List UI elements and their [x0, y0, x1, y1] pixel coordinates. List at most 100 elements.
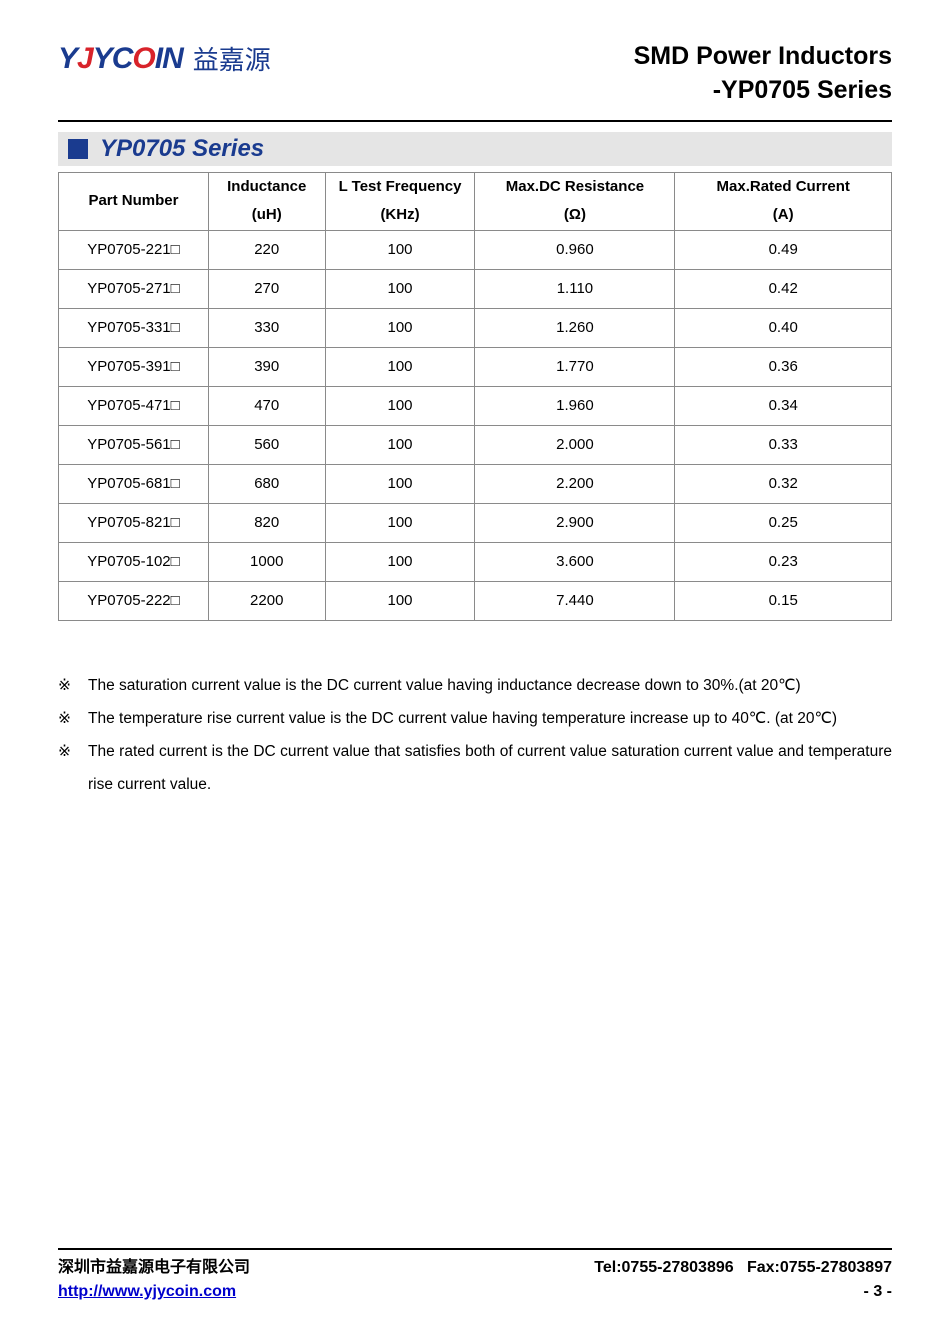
page-header: YJYCOIN 益嘉源 SMD Power Inductors -YP0705 … — [58, 40, 892, 122]
cell-current: 0.36 — [675, 347, 892, 386]
cell-dcr: 2.200 — [475, 464, 675, 503]
note-item: ※The temperature rise current value is t… — [58, 702, 892, 735]
cell-part: YP0705-222□ — [59, 581, 209, 620]
logo: YJYCOIN 益嘉源 — [58, 40, 271, 77]
table-head: Part NumberInductance(uH)L Test Frequenc… — [59, 172, 892, 230]
cell-freq: 100 — [325, 230, 475, 269]
section-title: YP0705 Series — [100, 135, 264, 163]
cell-inductance: 1000 — [208, 542, 325, 581]
table-row: YP0705-222□22001007.4400.15 — [59, 581, 892, 620]
cell-part: YP0705-391□ — [59, 347, 209, 386]
title-line-1: SMD Power Inductors — [634, 40, 892, 74]
logo-letter: N — [162, 42, 183, 76]
cell-part: YP0705-221□ — [59, 230, 209, 269]
col-header-current: Max.Rated Current(A) — [675, 172, 892, 230]
cell-inductance: 220 — [208, 230, 325, 269]
cell-inductance: 270 — [208, 269, 325, 308]
note-marker: ※ — [58, 702, 88, 735]
cell-current: 0.34 — [675, 386, 892, 425]
col-header-freq: L Test Frequency(KHz) — [325, 172, 475, 230]
table-row: YP0705-681□6801002.2000.32 — [59, 464, 892, 503]
cell-part: YP0705-471□ — [59, 386, 209, 425]
cell-freq: 100 — [325, 347, 475, 386]
cell-dcr: 1.260 — [475, 308, 675, 347]
logo-letter: O — [132, 42, 154, 76]
cell-current: 0.49 — [675, 230, 892, 269]
footer-company: 深圳市益嘉源电子有限公司 — [58, 1256, 250, 1280]
footer-page-number: - 3 - — [864, 1280, 892, 1304]
table-row: YP0705-391□3901001.7700.36 — [59, 347, 892, 386]
cell-inductance: 390 — [208, 347, 325, 386]
cell-inductance: 680 — [208, 464, 325, 503]
footer-tel: Tel:0755-27803896 — [594, 1259, 733, 1276]
page-footer: 深圳市益嘉源电子有限公司 Tel:0755-27803896 Fax:0755-… — [58, 1248, 892, 1304]
footer-url-link[interactable]: http://www.yjycoin.com — [58, 1280, 236, 1304]
logo-letter: Y — [58, 42, 77, 76]
footer-fax: Fax:0755-27803897 — [747, 1259, 892, 1276]
col-header-inductance: Inductance(uH) — [208, 172, 325, 230]
logo-letter: I — [155, 42, 162, 76]
cell-dcr: 1.110 — [475, 269, 675, 308]
table-row: YP0705-821□8201002.9000.25 — [59, 503, 892, 542]
cell-dcr: 1.960 — [475, 386, 675, 425]
cell-current: 0.32 — [675, 464, 892, 503]
logo-cn-text: 益嘉源 — [193, 40, 271, 77]
table-row: YP0705-102□10001003.6000.23 — [59, 542, 892, 581]
cell-current: 0.25 — [675, 503, 892, 542]
cell-part: YP0705-821□ — [59, 503, 209, 542]
cell-current: 0.40 — [675, 308, 892, 347]
cell-part: YP0705-681□ — [59, 464, 209, 503]
cell-part: YP0705-102□ — [59, 542, 209, 581]
cell-part: YP0705-271□ — [59, 269, 209, 308]
table-row: YP0705-561□5601002.0000.33 — [59, 425, 892, 464]
cell-freq: 100 — [325, 464, 475, 503]
cell-freq: 100 — [325, 386, 475, 425]
cell-current: 0.15 — [675, 581, 892, 620]
section-header: YP0705 Series — [58, 132, 892, 166]
note-text: The temperature rise current value is th… — [88, 702, 892, 735]
note-text: The saturation current value is the DC c… — [88, 669, 892, 702]
cell-dcr: 2.000 — [475, 425, 675, 464]
cell-current: 0.42 — [675, 269, 892, 308]
cell-freq: 100 — [325, 542, 475, 581]
cell-inductance: 330 — [208, 308, 325, 347]
cell-inductance: 820 — [208, 503, 325, 542]
section-marker-icon — [68, 139, 88, 159]
cell-current: 0.33 — [675, 425, 892, 464]
cell-dcr: 3.600 — [475, 542, 675, 581]
table-row: YP0705-221□2201000.9600.49 — [59, 230, 892, 269]
cell-inductance: 560 — [208, 425, 325, 464]
cell-inductance: 2200 — [208, 581, 325, 620]
note-item: ※The rated current is the DC current val… — [58, 735, 892, 802]
cell-freq: 100 — [325, 425, 475, 464]
cell-dcr: 0.960 — [475, 230, 675, 269]
table-body: YP0705-221□2201000.9600.49YP0705-271□270… — [59, 230, 892, 620]
logo-mark: YJYCOIN — [58, 42, 183, 76]
title-line-2: -YP0705 Series — [634, 74, 892, 108]
logo-letter: J — [77, 42, 93, 76]
document-title: SMD Power Inductors -YP0705 Series — [634, 40, 892, 108]
note-text: The rated current is the DC current valu… — [88, 735, 892, 802]
note-marker: ※ — [58, 735, 88, 802]
col-header-part: Part Number — [59, 172, 209, 230]
cell-freq: 100 — [325, 269, 475, 308]
logo-letter: Y — [93, 42, 112, 76]
note-marker: ※ — [58, 669, 88, 702]
cell-freq: 100 — [325, 503, 475, 542]
cell-dcr: 2.900 — [475, 503, 675, 542]
cell-freq: 100 — [325, 581, 475, 620]
cell-dcr: 1.770 — [475, 347, 675, 386]
notes-block: ※The saturation current value is the DC … — [58, 669, 892, 802]
table-row: YP0705-331□3301001.2600.40 — [59, 308, 892, 347]
cell-freq: 100 — [325, 308, 475, 347]
cell-dcr: 7.440 — [475, 581, 675, 620]
spec-table: Part NumberInductance(uH)L Test Frequenc… — [58, 172, 892, 621]
footer-contact: Tel:0755-27803896 Fax:0755-27803897 — [594, 1256, 892, 1280]
table-row: YP0705-471□4701001.9600.34 — [59, 386, 892, 425]
col-header-dcr: Max.DC Resistance(Ω) — [475, 172, 675, 230]
cell-part: YP0705-331□ — [59, 308, 209, 347]
table-row: YP0705-271□2701001.1100.42 — [59, 269, 892, 308]
cell-inductance: 470 — [208, 386, 325, 425]
cell-part: YP0705-561□ — [59, 425, 209, 464]
logo-letter: C — [112, 42, 133, 76]
